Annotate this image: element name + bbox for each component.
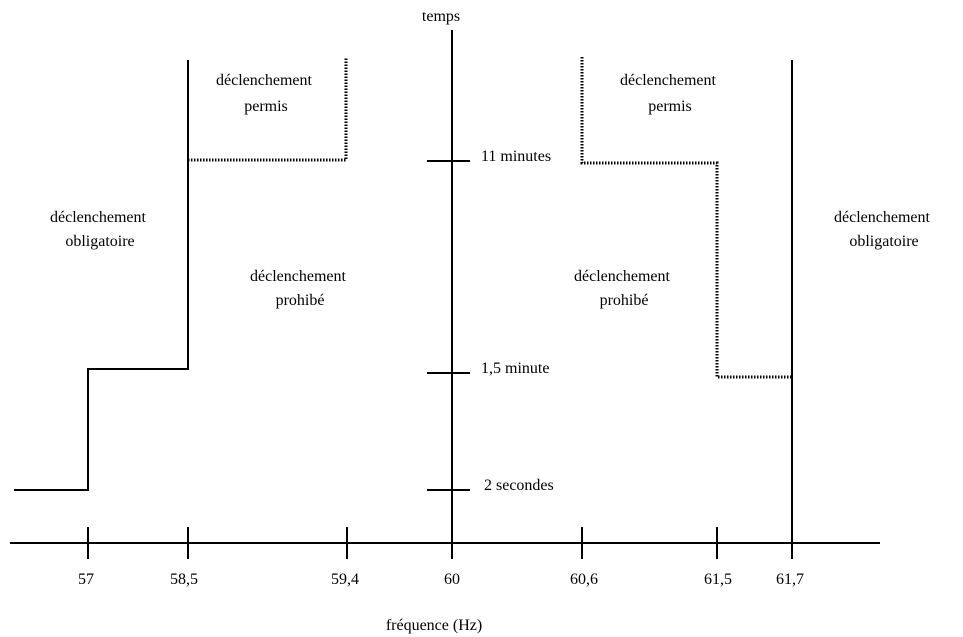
right-obligatory-label: déclenchement obligatoire: [834, 209, 934, 250]
left-permitted-label: déclenchement permis: [216, 72, 316, 115]
frequency-tick-label: 59,4: [331, 571, 359, 588]
right-permitted-label: déclenchement permis: [620, 72, 720, 115]
right-prohibited-label: déclenchement prohibé: [574, 268, 674, 309]
frequency-tick-label: 60: [444, 571, 460, 588]
frequency-tick-label: 58,5: [170, 571, 198, 588]
frequency-tick-label: 61,5: [704, 571, 732, 588]
frequency-tick-label: 57: [78, 571, 94, 588]
time-tick-label: 2 secondes: [484, 477, 554, 494]
left-obligatory-boundary: [14, 60, 189, 491]
frequency-axis-label: fréquence (Hz): [386, 617, 482, 634]
time-tick-label: 1,5 minute: [481, 360, 549, 377]
left-prohibited-label: déclenchement prohibé: [250, 268, 350, 309]
right-permitted-boundary: [580, 57, 792, 379]
frequency-tick-label: 61,7: [776, 571, 804, 588]
time-tick-label: 11 minutes: [481, 148, 551, 165]
left-obligatory-label: déclenchement obligatoire: [50, 209, 150, 250]
time-axis-label: temps: [422, 8, 460, 25]
frequency-tick-label: 60,6: [570, 571, 598, 588]
